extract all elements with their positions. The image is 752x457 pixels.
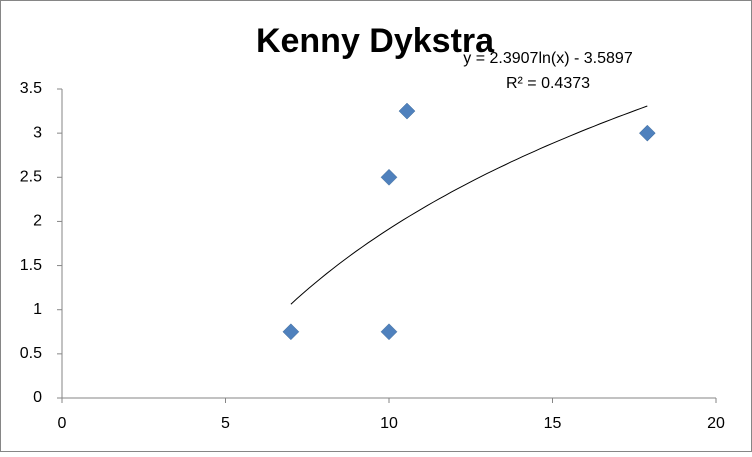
y-tick-label: 3.5 <box>20 80 42 97</box>
trendline <box>290 105 648 305</box>
y-tick-label: 3 <box>33 124 42 141</box>
x-tick-label: 0 <box>58 415 67 432</box>
y-tick-label: 0 <box>33 389 42 406</box>
y-tick-label: 0.5 <box>20 345 42 362</box>
data-point <box>380 168 398 186</box>
y-tick-label: 2 <box>33 213 42 230</box>
trendline-r-squared: R² = 0.4373 <box>506 75 590 92</box>
chart-title: Kenny Dykstra <box>256 22 495 60</box>
data-point <box>398 102 416 120</box>
data-point <box>638 124 656 142</box>
y-tick-label: 2.5 <box>20 169 42 186</box>
x-tick-label: 10 <box>380 415 398 432</box>
x-tick-label: 5 <box>221 415 230 432</box>
data-point <box>282 323 300 341</box>
y-tick-label: 1.5 <box>20 257 42 274</box>
data-point <box>380 323 398 341</box>
y-tick-label: 1 <box>33 301 42 318</box>
trendline-equation: y = 2.3907ln(x) - 3.5897 <box>463 50 633 67</box>
x-tick-label: 15 <box>544 415 562 432</box>
x-tick-label: 20 <box>707 415 725 432</box>
